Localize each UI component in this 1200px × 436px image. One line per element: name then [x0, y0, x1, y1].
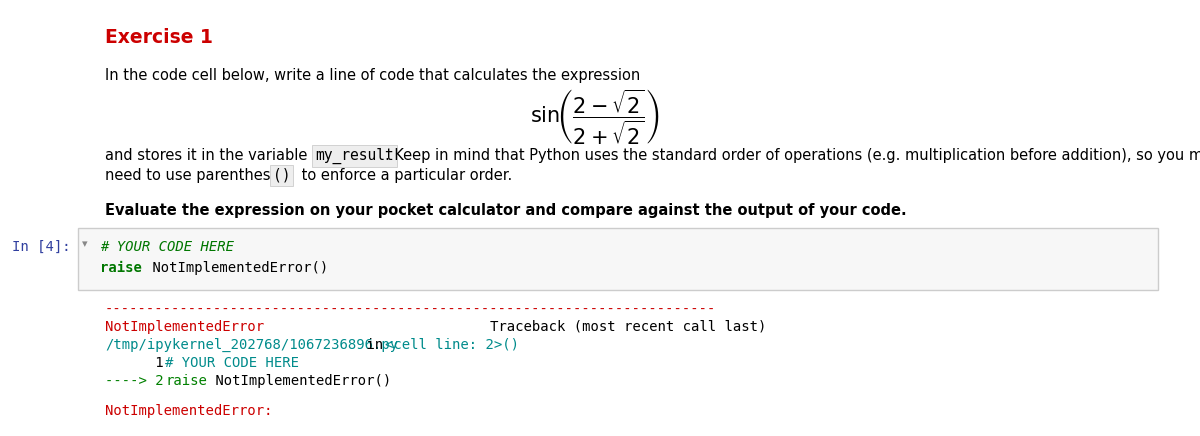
Text: $\mathrm{sin}\!\left(\dfrac{2 - \sqrt{2}}{2 + \sqrt{2}}\right)$: $\mathrm{sin}\!\left(\dfrac{2 - \sqrt{2}…: [530, 88, 660, 147]
Text: -------------------------------------------------------------------------: ----------------------------------------…: [106, 303, 716, 317]
Text: . Keep in mind that Python uses the standard order of operations (e.g. multiplic: . Keep in mind that Python uses the stan…: [385, 148, 1200, 163]
FancyBboxPatch shape: [78, 228, 1158, 290]
Text: (): (): [274, 168, 290, 183]
Text: and stores it in the variable: and stores it in the variable: [106, 148, 312, 163]
Text: Traceback (most recent call last): Traceback (most recent call last): [490, 320, 767, 334]
Text: NotImplementedError(): NotImplementedError(): [144, 261, 329, 275]
Text: my_result: my_result: [314, 148, 394, 164]
Text: raise: raise: [100, 261, 142, 275]
Text: Evaluate the expression on your pocket calculator and compare against the output: Evaluate the expression on your pocket c…: [106, 203, 907, 218]
Text: <cell line: 2>(): <cell line: 2>(): [385, 338, 520, 352]
Text: ----> 2: ----> 2: [106, 374, 172, 388]
Text: In [4]:: In [4]:: [12, 240, 71, 254]
Text: 1: 1: [106, 356, 172, 370]
Text: /tmp/ipykernel_202768/1067236896.py: /tmp/ipykernel_202768/1067236896.py: [106, 338, 398, 352]
Text: NotImplementedError: NotImplementedError: [106, 320, 264, 334]
Text: raise: raise: [166, 374, 206, 388]
Text: in: in: [358, 338, 391, 352]
Text: to enforce a particular order.: to enforce a particular order.: [298, 168, 512, 183]
Text: In the code cell below, write a line of code that calculates the expression: In the code cell below, write a line of …: [106, 68, 641, 83]
Text: NotImplementedError:: NotImplementedError:: [106, 404, 272, 418]
Text: Exercise 1: Exercise 1: [106, 28, 212, 47]
Text: # YOUR CODE HERE: # YOUR CODE HERE: [100, 240, 234, 254]
Text: NotImplementedError(): NotImplementedError(): [208, 374, 391, 388]
Text: ▾: ▾: [82, 239, 88, 249]
Text: # YOUR CODE HERE: # YOUR CODE HERE: [166, 356, 299, 370]
Text: need to use parentheses: need to use parentheses: [106, 168, 292, 183]
